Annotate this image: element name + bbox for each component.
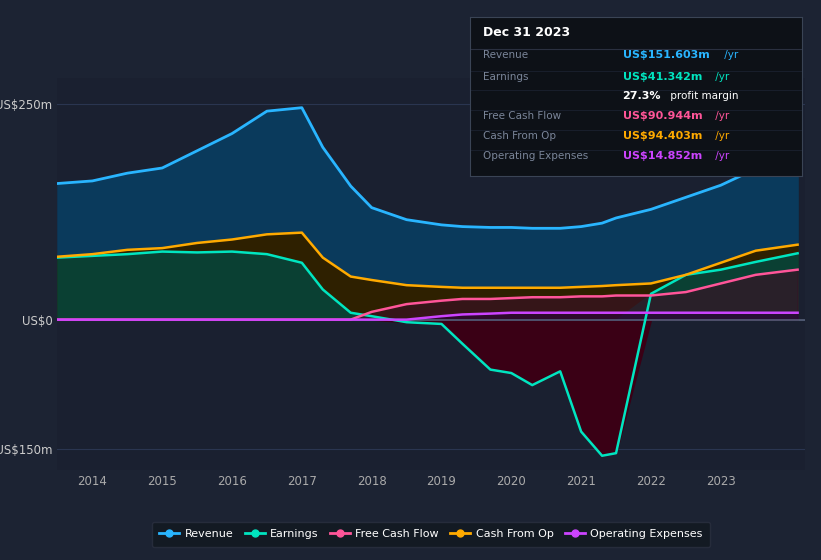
Text: US$41.342m: US$41.342m: [622, 72, 702, 82]
Text: /yr: /yr: [722, 49, 739, 59]
Text: profit margin: profit margin: [667, 91, 739, 101]
Text: US$90.944m: US$90.944m: [622, 111, 702, 121]
Text: US$94.403m: US$94.403m: [622, 131, 702, 141]
Text: /yr: /yr: [713, 151, 730, 161]
Text: Free Cash Flow: Free Cash Flow: [483, 111, 561, 121]
Text: /yr: /yr: [713, 111, 730, 121]
Text: Operating Expenses: Operating Expenses: [483, 151, 588, 161]
Text: US$14.852m: US$14.852m: [622, 151, 702, 161]
Text: /yr: /yr: [713, 131, 730, 141]
Text: /yr: /yr: [713, 72, 730, 82]
Text: Cash From Op: Cash From Op: [483, 131, 556, 141]
Legend: Revenue, Earnings, Free Cash Flow, Cash From Op, Operating Expenses: Revenue, Earnings, Free Cash Flow, Cash …: [152, 521, 710, 547]
Text: US$151.603m: US$151.603m: [622, 49, 709, 59]
Text: Revenue: Revenue: [483, 49, 528, 59]
Text: Dec 31 2023: Dec 31 2023: [483, 26, 570, 39]
Text: 27.3%: 27.3%: [622, 91, 661, 101]
Text: Earnings: Earnings: [483, 72, 529, 82]
